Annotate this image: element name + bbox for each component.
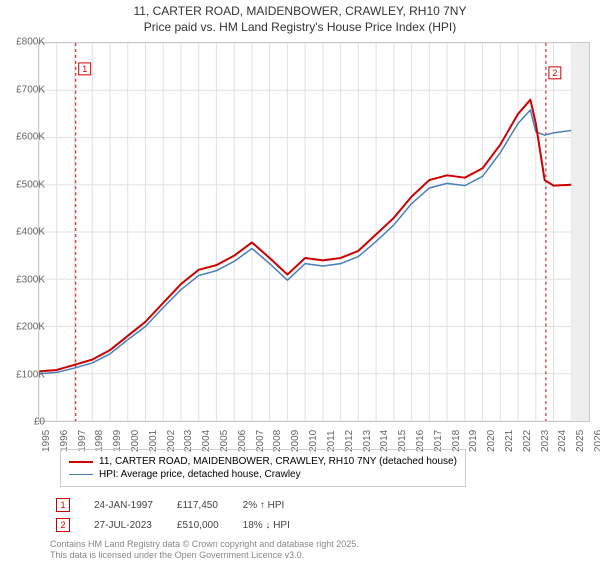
y-tick-label: £800K (5, 37, 45, 48)
x-tick-label: 2021 (504, 430, 515, 452)
y-tick-label: £200K (5, 322, 45, 333)
legend-label-hpi: HPI: Average price, detached house, Craw… (99, 469, 301, 480)
legend-item-property: 11, CARTER ROAD, MAIDENBOWER, CRAWLEY, R… (69, 456, 457, 467)
x-tick-label: 2026 (593, 430, 600, 452)
footer-line2: This data is licensed under the Open Gov… (50, 550, 359, 561)
tx-price: £510,000 (173, 516, 237, 534)
chart-title-line2: Price paid vs. HM Land Registry's House … (0, 20, 600, 34)
chart-container: 11, CARTER ROAD, MAIDENBOWER, CRAWLEY, R… (0, 4, 600, 564)
tx-change: 18% ↓ HPI (239, 516, 308, 534)
y-tick-label: £100K (5, 369, 45, 380)
legend-swatch-hpi (69, 474, 93, 475)
y-tick-label: £400K (5, 227, 45, 238)
line-chart: 12 (38, 42, 590, 422)
chart-title-line1: 11, CARTER ROAD, MAIDENBOWER, CRAWLEY, R… (0, 4, 600, 18)
x-tick-label: 2022 (522, 430, 533, 452)
table-row: 1 24-JAN-1997 £117,450 2% ↑ HPI (52, 496, 308, 514)
y-tick-label: £0 (5, 417, 45, 428)
svg-text:2: 2 (552, 68, 557, 78)
y-tick-label: £300K (5, 274, 45, 285)
marker-badge-2: 2 (56, 518, 70, 532)
table-row: 2 27-JUL-2023 £510,000 18% ↓ HPI (52, 516, 308, 534)
legend-label-property: 11, CARTER ROAD, MAIDENBOWER, CRAWLEY, R… (99, 456, 457, 467)
footer-attribution: Contains HM Land Registry data © Crown c… (50, 539, 359, 561)
legend-swatch-property (69, 461, 93, 463)
transaction-table: 1 24-JAN-1997 £117,450 2% ↑ HPI 2 27-JUL… (50, 494, 310, 536)
y-tick-label: £500K (5, 179, 45, 190)
x-tick-label: 2020 (486, 430, 497, 452)
y-tick-label: £700K (5, 84, 45, 95)
tx-date: 27-JUL-2023 (90, 516, 171, 534)
x-tick-label: 2019 (468, 430, 479, 452)
svg-text:1: 1 (82, 64, 87, 74)
y-tick-label: £600K (5, 132, 45, 143)
legend-item-hpi: HPI: Average price, detached house, Craw… (69, 469, 457, 480)
tx-date: 24-JAN-1997 (90, 496, 171, 514)
tx-change: 2% ↑ HPI (239, 496, 308, 514)
x-tick-label: 2024 (557, 430, 568, 452)
x-tick-label: 2023 (540, 430, 551, 452)
x-tick-label: 1995 (41, 430, 52, 452)
footer-line1: Contains HM Land Registry data © Crown c… (50, 539, 359, 550)
legend: 11, CARTER ROAD, MAIDENBOWER, CRAWLEY, R… (60, 449, 466, 487)
x-tick-label: 2025 (575, 430, 586, 452)
tx-price: £117,450 (173, 496, 237, 514)
marker-badge-1: 1 (56, 498, 70, 512)
